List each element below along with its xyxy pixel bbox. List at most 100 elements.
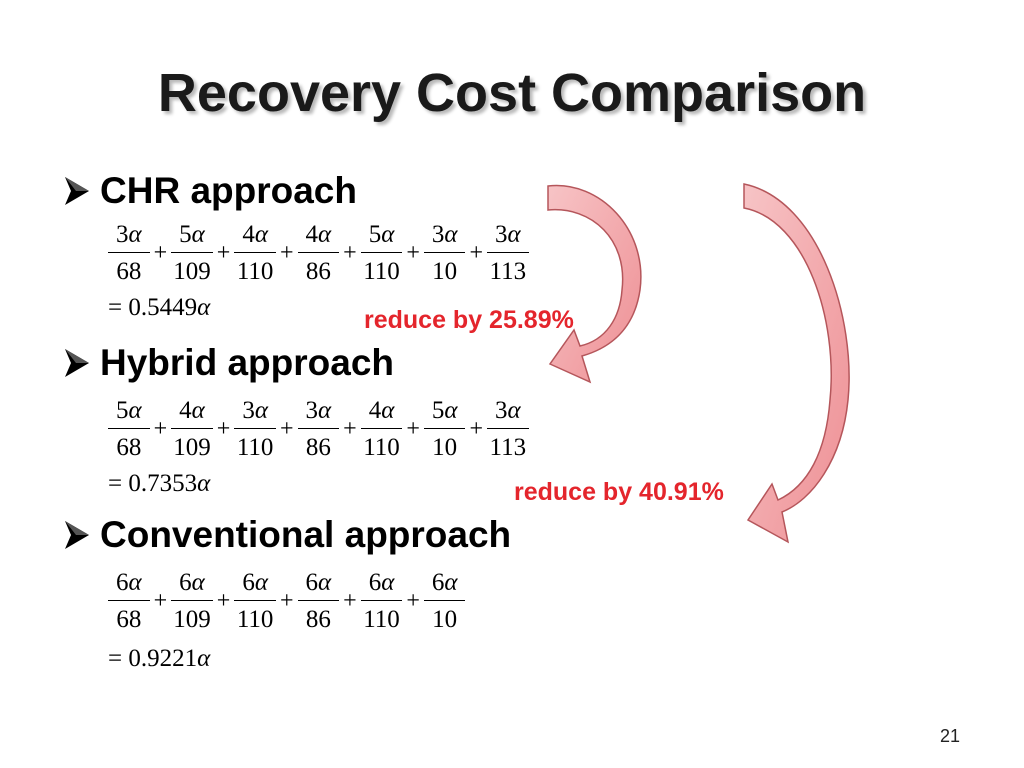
fraction-numerator: 6α (423, 568, 466, 601)
numerator-value: 6 (116, 569, 129, 596)
fraction-numerator: 4α (297, 220, 340, 253)
fraction-term: 5α 68 (106, 396, 152, 463)
alpha-symbol: α (197, 645, 211, 672)
fraction-term: 4α 110 (359, 396, 405, 463)
fraction-denominator: 110 (363, 258, 400, 285)
plus-sign: + (343, 416, 357, 442)
fraction-term: 5α 109 (169, 220, 215, 287)
numerator-value: 6 (368, 569, 382, 596)
alpha-symbol: α (254, 397, 268, 424)
fraction-numerator: 4α (171, 396, 213, 429)
alpha-symbol: α (318, 569, 332, 596)
fraction-numerator: 4α (234, 220, 276, 253)
fraction-term: 6α 109 (169, 568, 215, 635)
alpha-symbol: α (381, 221, 395, 248)
numerator-value: 6 (431, 569, 445, 596)
fraction-term: 4α 109 (169, 396, 215, 463)
plus-sign: + (343, 588, 357, 614)
fraction-denominator: 110 (236, 434, 274, 461)
fraction-term: 6α 110 (359, 568, 405, 635)
plus-sign: + (216, 240, 231, 266)
alpha-symbol: α (381, 569, 395, 596)
fraction-numerator: 3α (487, 220, 529, 253)
numerator-value: 4 (179, 397, 192, 424)
fraction-numerator: 4α (360, 396, 403, 429)
numerator-value: 6 (242, 569, 255, 596)
formula-hybrid: 5α 68 +4α 109 +3α 110 +3α 86 +4α 110 +5α 10 +3α 113 (106, 396, 531, 463)
fraction-term: 6α 10 (422, 568, 468, 635)
section-heading-label: Conventional approach (100, 514, 512, 555)
fraction-term: 3α 113 (485, 396, 531, 463)
numerator-value: 4 (242, 221, 255, 248)
numerator-value: 5 (431, 397, 445, 424)
numerator-value: 3 (242, 397, 255, 424)
plus-sign: + (216, 588, 231, 614)
fraction-numerator: 3α (234, 396, 276, 429)
fraction-term: 4α 86 (296, 220, 342, 287)
formula-chr: 3α 68 +5α 109 +4α 110 +4α 86 +5α 110 +3α 10 +3α 113 (106, 220, 531, 287)
alpha-symbol: α (444, 569, 458, 596)
alpha-symbol: α (444, 221, 458, 248)
numerator-value: 4 (305, 221, 319, 248)
numerator-value: 3 (305, 397, 319, 424)
numerator-value: 3 (116, 221, 129, 248)
numerator-value: 6 (305, 569, 319, 596)
fraction-denominator: 110 (236, 258, 274, 285)
fraction-term: 3α 10 (422, 220, 468, 287)
alpha-symbol: α (444, 397, 458, 424)
fraction-term: 4α 110 (232, 220, 278, 287)
plus-sign: + (406, 240, 420, 266)
numerator-value: 5 (179, 221, 192, 248)
formula-conventional: 6α 68 +6α 109 +6α 110 +6α 86 +6α 110 +6α 10 (106, 568, 467, 635)
fraction-numerator: 6α (297, 568, 340, 601)
result-value: = 0.7353 (108, 470, 198, 497)
section-heading-chr: CHR approach (62, 170, 357, 212)
fraction-denominator: 10 (432, 606, 458, 633)
fraction-denominator: 109 (173, 434, 211, 461)
fraction-denominator: 109 (173, 606, 211, 633)
fraction-numerator: 5α (360, 220, 403, 253)
fraction-denominator: 10 (432, 434, 458, 461)
reduce-annotation-2: reduce by 40.91% (514, 478, 724, 506)
fraction-denominator: 110 (363, 434, 400, 461)
arrow-bullet-icon (65, 177, 89, 205)
numerator-value: 3 (495, 221, 508, 248)
alpha-symbol: α (507, 397, 521, 424)
section-heading-label: Hybrid approach (100, 342, 394, 383)
arrow-bullet-icon (65, 349, 89, 377)
fraction-numerator: 6α (171, 568, 213, 601)
alpha-symbol: α (128, 397, 142, 424)
fraction-term: 5α 110 (359, 220, 405, 287)
alpha-symbol: α (191, 221, 205, 248)
fraction-term: 6α 110 (232, 568, 278, 635)
curved-arrow-1-icon (547, 184, 642, 384)
fraction-denominator: 86 (305, 606, 331, 633)
section-heading-label: CHR approach (100, 170, 357, 211)
plus-sign: + (406, 588, 420, 614)
slide-title: Recovery Cost Comparison (157, 63, 867, 123)
fraction-denominator: 113 (489, 258, 527, 285)
fraction-term: 6α 68 (106, 568, 152, 635)
numerator-value: 6 (179, 569, 192, 596)
numerator-value: 3 (495, 397, 508, 424)
plus-sign: + (406, 416, 420, 442)
plus-sign: + (469, 240, 484, 266)
fraction-denominator: 68 (116, 258, 142, 285)
plus-sign: + (216, 416, 231, 442)
alpha-symbol: α (191, 397, 205, 424)
numerator-value: 3 (431, 221, 445, 248)
fraction-denominator: 109 (173, 258, 211, 285)
reduce-annotation-1: reduce by 25.89% (364, 306, 574, 334)
alpha-symbol: α (318, 221, 332, 248)
fraction-numerator: 5α (171, 220, 213, 253)
fraction-term: 3α 113 (485, 220, 531, 287)
fraction-denominator: 113 (489, 434, 527, 461)
numerator-value: 4 (368, 397, 382, 424)
alpha-symbol: α (191, 569, 205, 596)
fraction-term: 3α 110 (232, 396, 278, 463)
fraction-numerator: 6α (108, 568, 150, 601)
fraction-numerator: 5α (108, 396, 150, 429)
curved-arrow-2-icon (743, 183, 850, 544)
fraction-denominator: 10 (432, 258, 458, 285)
